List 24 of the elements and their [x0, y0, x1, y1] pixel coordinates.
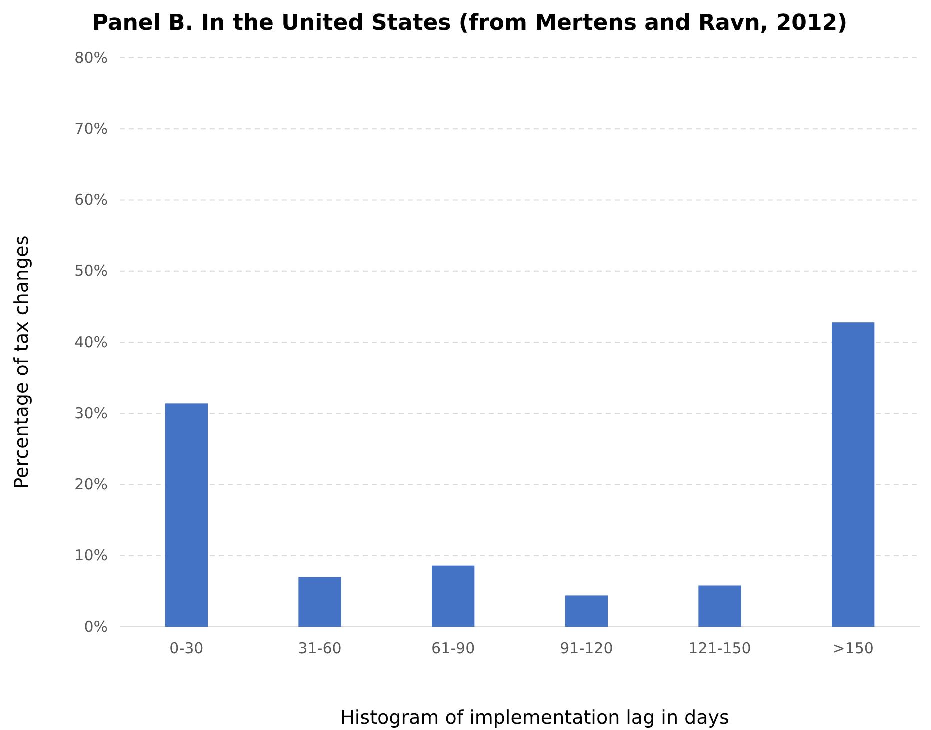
y-tick-label: 10%: [74, 546, 108, 565]
bar: [565, 596, 608, 627]
x-tick-label: 31-60: [298, 640, 342, 658]
y-tick-label: 50%: [74, 262, 108, 280]
bar: [832, 322, 875, 627]
y-tick-label: 40%: [74, 333, 108, 352]
y-tick-label: 70%: [74, 120, 108, 138]
bar: [698, 586, 742, 627]
y-tick-label: 80%: [74, 48, 108, 67]
bar: [432, 566, 475, 627]
y-tick-label: 60%: [74, 191, 108, 210]
chart-title: Panel B. In the United States (from Mertens and Ravn, 2012): [92, 11, 848, 36]
x-tick-label: 121-150: [688, 640, 752, 658]
x-axis-title: Histogram of implementation lag in days: [340, 707, 730, 729]
bar: [165, 404, 208, 627]
x-tick-label: 61-90: [432, 640, 476, 658]
bar: [298, 577, 342, 627]
y-tick-label: 30%: [74, 404, 108, 422]
x-tick-label: 91-120: [560, 640, 614, 658]
y-tick-label: 20%: [74, 476, 108, 494]
x-tick-label: >150: [832, 640, 874, 658]
y-tick-label: 0%: [84, 618, 108, 636]
y-axis-title: Percentage of tax changes: [11, 236, 33, 490]
x-tick-label: 0-30: [170, 640, 204, 658]
